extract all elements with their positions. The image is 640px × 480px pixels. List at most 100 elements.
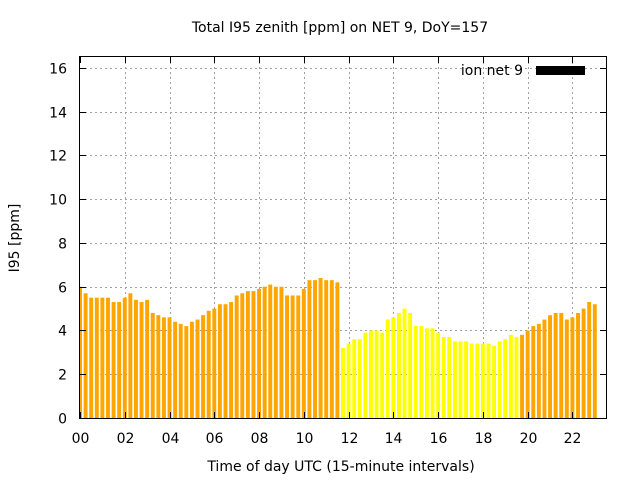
- bar: [503, 339, 508, 418]
- bar: [346, 343, 351, 418]
- bar: [251, 291, 256, 418]
- bar: [262, 286, 267, 418]
- bar: [497, 341, 502, 418]
- bar: [385, 319, 390, 418]
- bar: [469, 343, 474, 418]
- bar: [397, 312, 401, 418]
- legend-swatch: [536, 66, 585, 75]
- bar: [128, 293, 133, 418]
- bar: [313, 280, 317, 418]
- bar: [167, 317, 172, 418]
- x-tick-label: 02: [117, 431, 135, 447]
- bar: [587, 302, 592, 418]
- bar: [100, 297, 105, 418]
- bar: [240, 293, 245, 418]
- bar: [83, 293, 88, 418]
- y-tick-label: 4: [58, 324, 67, 340]
- bar: [329, 280, 334, 418]
- bar: [352, 339, 357, 418]
- bar: [576, 312, 580, 418]
- x-tick-label: 16: [430, 431, 448, 447]
- bar: [548, 315, 552, 418]
- y-tick-label: 14: [49, 106, 67, 122]
- bar: [564, 319, 569, 418]
- y-axis-label: I95 [ppm]: [7, 204, 23, 273]
- bar: [592, 304, 597, 418]
- x-tick-label: 06: [206, 431, 224, 447]
- x-tick-label: 18: [475, 431, 493, 447]
- bar: [391, 317, 396, 418]
- bar: [195, 319, 200, 418]
- bar: [268, 284, 273, 418]
- bar: [111, 302, 116, 418]
- bar: [341, 347, 345, 418]
- bar: [223, 304, 228, 418]
- bar: [173, 321, 178, 418]
- bar: [279, 286, 284, 418]
- bar: [492, 345, 497, 418]
- bar: [156, 315, 161, 418]
- bar: [307, 280, 312, 418]
- bar: [206, 310, 211, 418]
- x-tick-label: 12: [341, 431, 359, 447]
- bar: [419, 326, 424, 418]
- bar: [273, 286, 278, 418]
- x-tick-label: 20: [520, 431, 538, 447]
- x-tick-label: 08: [251, 431, 269, 447]
- bar: [257, 288, 262, 418]
- bar: [94, 297, 99, 418]
- bar: [145, 299, 150, 418]
- bar: [542, 319, 547, 418]
- bar: [436, 332, 441, 418]
- legend-label: ion net 9: [461, 63, 523, 79]
- bar: [150, 312, 155, 418]
- bar: [318, 277, 323, 418]
- bar: [402, 308, 407, 418]
- bar: [531, 326, 536, 418]
- bar: [430, 328, 435, 418]
- x-axis-label: Time of day UTC (15-minute intervals): [206, 459, 474, 475]
- y-tick-label: 8: [58, 237, 67, 253]
- y-tick-label: 0: [58, 412, 67, 428]
- bar: [89, 297, 94, 418]
- plot-frame: [79, 56, 607, 419]
- bar: [117, 302, 122, 418]
- bar: [106, 297, 110, 418]
- bar: [486, 343, 491, 418]
- x-tick-label: 04: [162, 431, 180, 447]
- bar: [296, 295, 301, 418]
- bar: [134, 299, 138, 418]
- y-tick-label: 2: [58, 368, 67, 384]
- bar: [139, 302, 144, 418]
- bar: [189, 321, 194, 418]
- bar: [520, 334, 525, 418]
- bar: [525, 330, 530, 418]
- bar: [424, 328, 429, 418]
- x-tick-label: 10: [296, 431, 314, 447]
- bar: [452, 341, 457, 418]
- bar: [245, 291, 250, 418]
- bar: [570, 317, 575, 418]
- bar: [559, 312, 564, 418]
- bar: [480, 343, 485, 418]
- x-tick-label: 14: [385, 431, 403, 447]
- y-tick-label: 10: [49, 193, 67, 209]
- x-tick-label: 00: [72, 431, 90, 447]
- bar: [184, 326, 189, 418]
- bar: [374, 330, 379, 418]
- bar: [475, 343, 480, 418]
- x-tick-label: 22: [564, 431, 582, 447]
- bar: [161, 317, 166, 418]
- bar: [380, 332, 385, 418]
- bar: [217, 304, 222, 418]
- bar: [408, 312, 413, 418]
- bar: [285, 295, 289, 418]
- bar: [514, 337, 519, 418]
- y-tick-label: 6: [58, 281, 67, 297]
- bar: [229, 302, 234, 418]
- legend: ion net 9: [461, 63, 585, 79]
- bar: [301, 288, 306, 418]
- y-tick-label: 12: [49, 149, 67, 165]
- bar: [441, 337, 446, 418]
